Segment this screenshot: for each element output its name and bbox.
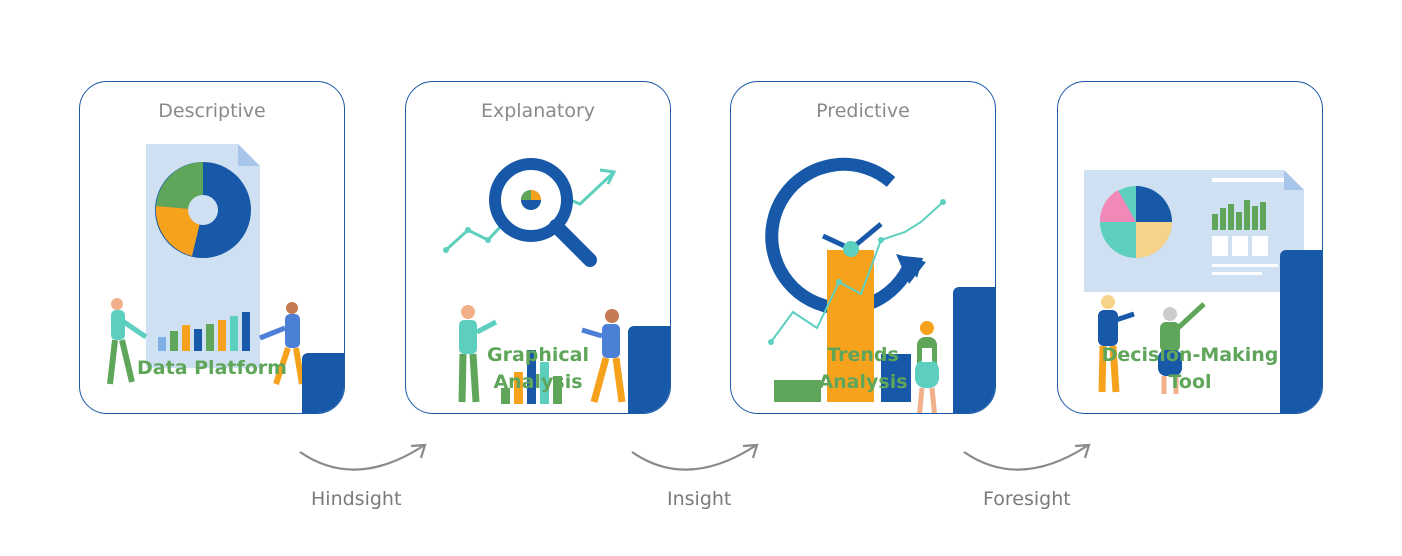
card-explanatory: Explanatory Graphical Analysis — [405, 81, 671, 414]
card-title-line1: Data Platform — [137, 357, 287, 379]
card-title-line2: Analysis — [818, 371, 908, 393]
card-title: Data Platform — [80, 355, 344, 382]
transition-label-foresight: Foresight — [983, 488, 1071, 510]
card-descriptive: Descriptive Data Platform — [79, 81, 345, 414]
trends-analysis-illustration — [765, 157, 946, 413]
card-title: Graphical Analysis — [406, 342, 670, 396]
decision-making-illustration — [1084, 170, 1304, 394]
stage-label: Predictive — [816, 100, 910, 122]
card-tab — [302, 353, 344, 413]
curved-arrow-icon — [631, 443, 759, 471]
curved-arrow-icon — [299, 443, 427, 471]
card-title: Trends Analysis — [731, 342, 995, 396]
stage-label: Explanatory — [480, 100, 596, 122]
card-tab — [628, 326, 670, 413]
card-decision-making: Decision-Making Tool — [1057, 81, 1323, 414]
card-predictive: Predictive Trends Analysis — [730, 81, 996, 414]
card-tab — [1280, 250, 1322, 413]
card-title-line1: Graphical — [486, 344, 590, 366]
transition-label-hindsight: Hindsight — [311, 488, 402, 510]
card-tab — [953, 287, 995, 413]
card-title: Decision-Making Tool — [1058, 342, 1322, 396]
card-title-line1: Decision-Making — [1101, 344, 1279, 366]
graphical-analysis-illustration — [443, 158, 626, 404]
card-title-line1: Trends — [827, 344, 899, 366]
curved-arrow-icon — [963, 443, 1091, 471]
card-title-line2: Tool — [1168, 371, 1212, 393]
card-title-line2: Analysis — [493, 371, 583, 393]
stage-label: Descriptive — [158, 100, 266, 122]
transition-label-insight: Insight — [667, 488, 732, 510]
data-platform-illustration — [107, 144, 305, 385]
